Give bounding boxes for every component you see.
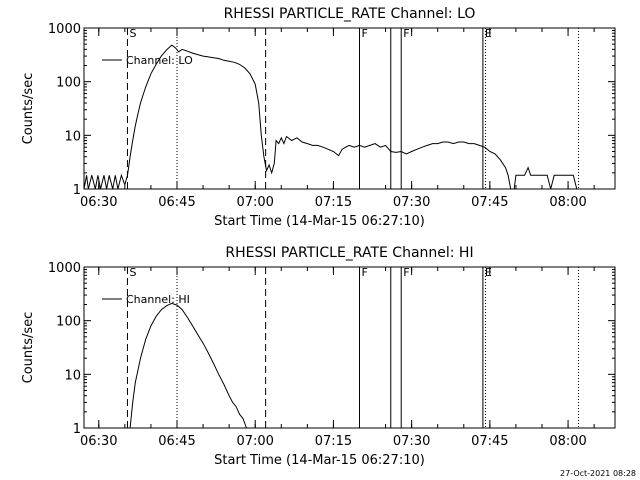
generated-date: 27-Oct-2021 08:28 bbox=[560, 469, 636, 478]
x-tick-label: 06:30 bbox=[80, 195, 117, 210]
x-tick-label: 06:30 bbox=[80, 434, 117, 449]
y-axis-label: Counts/sec bbox=[21, 73, 36, 145]
marker-label: E bbox=[485, 266, 492, 279]
x-tick-label: 07:15 bbox=[315, 434, 352, 449]
marker-label: F bbox=[403, 27, 409, 40]
x-tick-label: 07:00 bbox=[236, 195, 273, 210]
legend-label: Channel: LO bbox=[126, 54, 193, 67]
marker-label: F bbox=[361, 27, 367, 40]
x-tick-label: 07:30 bbox=[393, 434, 430, 449]
y-tick-label: 10 bbox=[64, 368, 81, 383]
plot-frame bbox=[83, 266, 616, 429]
marker-label: F bbox=[403, 266, 409, 279]
marker-label: E bbox=[485, 27, 492, 40]
y-axis-label: Counts/sec bbox=[21, 312, 36, 384]
series-line bbox=[129, 302, 247, 429]
chart-panel-1: RHESSI PARTICLE_RATE Channel: LO 1 10 100 10… bbox=[21, 6, 616, 229]
chart-title: RHESSI PARTICLE_RATE Channel: LO bbox=[224, 6, 476, 22]
chart-title: RHESSI PARTICLE_RATE Channel: HI bbox=[225, 245, 473, 261]
x-axis-label: Start Time (14-Mar-15 06:27:10) bbox=[214, 453, 425, 468]
y-tick-label: 100 bbox=[56, 315, 81, 330]
x-tick-label: 07:45 bbox=[471, 434, 508, 449]
y-tick-label: 10 bbox=[64, 129, 81, 144]
marker-label: S bbox=[129, 266, 136, 279]
x-tick-label: 07:15 bbox=[315, 195, 352, 210]
chart-panel-2: RHESSI PARTICLE_RATE Channel: HI 1 10 100 10… bbox=[21, 245, 616, 468]
x-tick-label: 07:00 bbox=[236, 434, 273, 449]
y-tick-label: 1000 bbox=[48, 22, 81, 37]
x-tick-label: 06:45 bbox=[158, 434, 195, 449]
series-line bbox=[83, 44, 578, 190]
x-tick-label: 06:45 bbox=[158, 195, 195, 210]
x-tick-label: 08:00 bbox=[549, 195, 586, 210]
x-axis-label: Start Time (14-Mar-15 06:27:10) bbox=[214, 214, 425, 229]
x-tick-label: 07:30 bbox=[393, 195, 430, 210]
y-tick-label: 1 bbox=[73, 422, 81, 437]
y-tick-label: 1000 bbox=[48, 261, 81, 276]
marker-label: S bbox=[129, 27, 136, 40]
marker-label: F bbox=[361, 266, 367, 279]
plot-frame bbox=[83, 27, 616, 190]
y-tick-label: 100 bbox=[56, 76, 81, 91]
x-tick-label: 08:00 bbox=[549, 434, 586, 449]
legend-label: Channel: HI bbox=[126, 293, 190, 306]
x-tick-label: 07:45 bbox=[471, 195, 508, 210]
y-tick-label: 1 bbox=[73, 183, 81, 198]
